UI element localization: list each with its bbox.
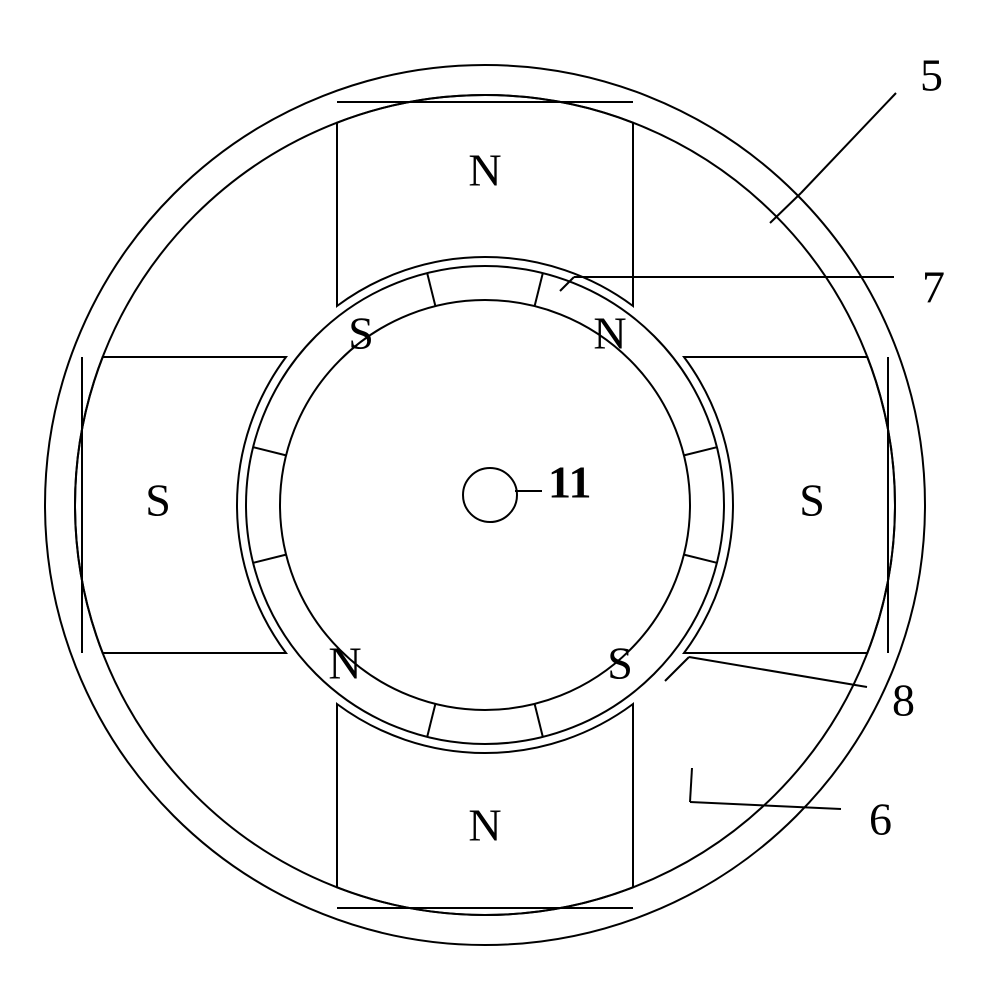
callout-lead-8 [689,657,867,687]
rotor-divider-6 [253,447,286,455]
rotor-divider-2 [684,555,717,563]
rotor-segment-label-1: N [593,308,626,359]
stator-pole-label-1: N [468,800,501,851]
stator-pole-label-3: S [799,475,825,526]
stator-pole-label-2: S [145,475,171,526]
rotor-divider-4 [427,704,435,737]
callout-label-6: 6 [869,794,892,845]
shaft-label: 11 [548,457,591,508]
rotor-segment-label-0: S [348,308,374,359]
rotor-divider-1 [684,447,717,455]
callout-tick-8 [665,657,689,681]
stator-pole-0 [337,95,633,306]
callout-label-7: 7 [922,262,945,313]
stator-pole-3 [684,357,895,653]
rotor-divider-3 [535,704,543,737]
stator-pole-label-0: N [468,145,501,196]
rotor-divider-7 [427,273,435,306]
rotor-segment-label-3: S [607,638,633,689]
callout-tick-6 [690,768,692,802]
rotor-divider-5 [253,555,286,563]
callout-tick-5 [770,193,801,223]
rotor-divider-0 [535,273,543,306]
stator-pole-2 [75,357,286,653]
rotor-outer [246,266,724,744]
callout-label-5: 5 [920,50,943,101]
motor-cross-section-diagram: N N S S S N N S 11 5 7 8 6 [0,0,1000,993]
shaft-circle [463,468,517,522]
rotor-segment-label-2: N [328,638,361,689]
callout-lead-5 [801,93,896,193]
outer-ring-inner [75,95,895,915]
callout-label-8: 8 [892,675,915,726]
